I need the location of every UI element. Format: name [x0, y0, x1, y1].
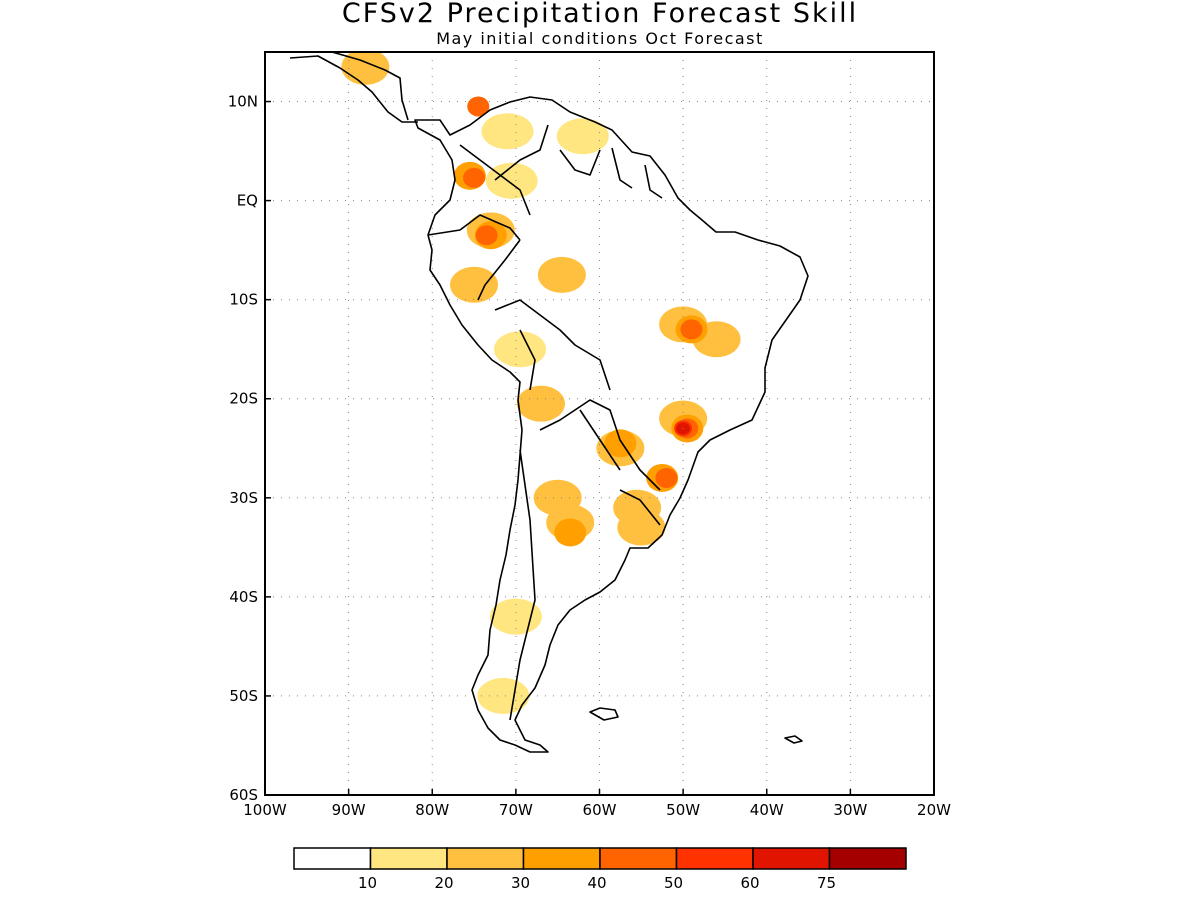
- skill-area: [537, 256, 586, 293]
- lat-tick-label: 30S: [229, 489, 258, 507]
- legend-label: 50: [664, 874, 683, 892]
- skill-area: [604, 429, 637, 458]
- lat-tick-label: 10S: [229, 291, 258, 309]
- map-title: CFSv2 Precipitation Forecast Skill: [341, 0, 859, 29]
- legend-swatch: [828, 847, 907, 870]
- skill-area: [554, 518, 587, 547]
- skill-area: [617, 509, 666, 546]
- lat-tick-label: 20S: [229, 390, 258, 408]
- lon-tick-label: 30W: [833, 801, 867, 819]
- lat-tick-label: 50S: [229, 687, 258, 705]
- skill-area: [680, 319, 703, 340]
- skill-area: [481, 113, 534, 150]
- skill-area: [494, 331, 547, 368]
- skill-area: [516, 385, 565, 422]
- south-georgia: [784, 735, 803, 744]
- falkland-islands: [589, 707, 619, 721]
- grid-lines: [265, 52, 934, 795]
- legend-swatch: [599, 847, 678, 870]
- legend-label: 30: [511, 874, 530, 892]
- south-america-coastline: [414, 96, 809, 753]
- lon-tick-label: 50W: [666, 801, 700, 819]
- map-frame: [264, 51, 935, 796]
- lon-tick-label: 60W: [583, 801, 617, 819]
- lon-tick-label: 80W: [415, 801, 449, 819]
- lon-tick-label: 90W: [332, 801, 366, 819]
- legend-swatch: [752, 847, 831, 870]
- lon-tick-label: 100W: [243, 801, 287, 819]
- legend-swatch: [369, 847, 448, 870]
- lon-tick-label: 40W: [750, 801, 784, 819]
- skill-area: [556, 118, 609, 155]
- legend-label: 20: [434, 874, 453, 892]
- skill-area: [341, 52, 390, 85]
- skill-area: [477, 677, 530, 714]
- lat-tick-label: 40S: [229, 588, 258, 606]
- country-borders: [427, 124, 663, 721]
- legend-swatch: [446, 847, 525, 870]
- skill-area: [467, 96, 490, 117]
- lon-tick-label: 20W: [917, 801, 951, 819]
- legend-swatch: [675, 847, 754, 870]
- skill-area: [463, 167, 486, 188]
- lat-tick-label: 10N: [228, 93, 258, 111]
- legend-label: 75: [817, 874, 836, 892]
- lat-tick-label: EQ: [237, 192, 258, 210]
- skill-area: [485, 162, 538, 199]
- color-legend: 10 20 30 40 50 60 75: [293, 847, 907, 892]
- coastlines: [289, 52, 809, 753]
- central-america-coastline: [289, 52, 418, 123]
- skill-shading: [341, 52, 741, 714]
- lat-tick-label: 60S: [229, 786, 258, 804]
- legend-label: 60: [740, 874, 759, 892]
- skill-area: [475, 225, 498, 246]
- skill-area: [450, 266, 499, 303]
- legend-label: 10: [358, 874, 377, 892]
- legend-label: 40: [587, 874, 606, 892]
- legend-swatch: [293, 847, 372, 870]
- map-subtitle: May initial conditions Oct Forecast: [436, 29, 764, 48]
- skill-area: [655, 467, 678, 488]
- axis-ticks: 100W 90W 80W 70W 60W 50W 40W 30W 20W 10N EQ 10S 20S 3…: [228, 93, 951, 819]
- lon-tick-label: 70W: [499, 801, 533, 819]
- legend-swatch: [522, 847, 601, 870]
